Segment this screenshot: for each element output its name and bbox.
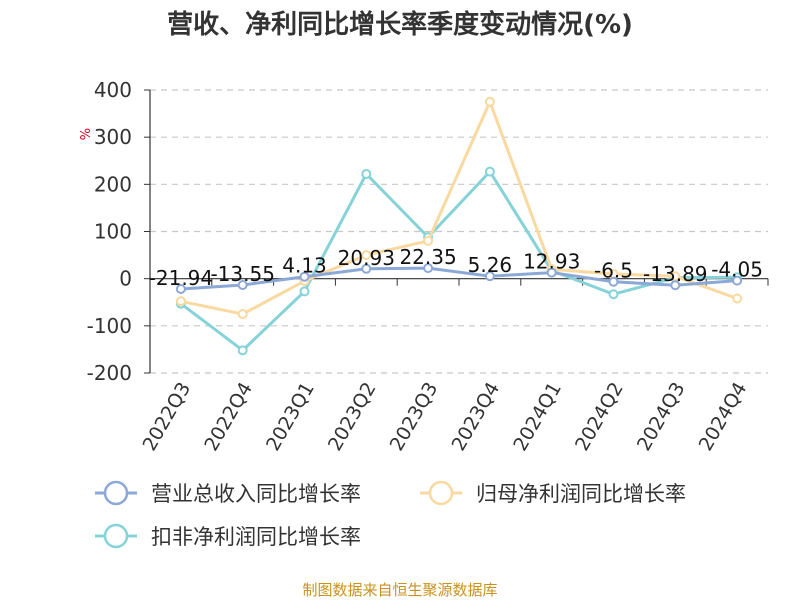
x-tick-label: 2023Q2 bbox=[324, 379, 381, 455]
data-point[interactable] bbox=[484, 271, 495, 282]
x-tick-label: 2024Q4 bbox=[695, 379, 752, 455]
data-point[interactable] bbox=[299, 286, 310, 297]
series-line bbox=[180, 266, 738, 291]
x-tick-label: 2023Q3 bbox=[386, 378, 443, 454]
data-label: 22.35 bbox=[399, 245, 456, 269]
x-tick-label: 2022Q4 bbox=[200, 379, 257, 455]
data-point[interactable] bbox=[423, 235, 434, 246]
legend-item[interactable]: 扣非净利润同比增长率 bbox=[95, 523, 361, 549]
data-label: -13.89 bbox=[643, 262, 707, 286]
data-point[interactable] bbox=[175, 284, 186, 295]
y-tick-label: 300 bbox=[94, 125, 132, 149]
x-tick-label: 2024Q3 bbox=[633, 379, 690, 455]
legend-item[interactable]: 归母净利润同比增长率 bbox=[420, 480, 686, 506]
data-point[interactable] bbox=[361, 263, 372, 274]
data-point[interactable] bbox=[299, 271, 310, 282]
data-point[interactable] bbox=[237, 309, 248, 320]
data-point[interactable] bbox=[608, 289, 619, 300]
gridlines bbox=[150, 89, 768, 374]
chart-title: 营收、净利同比增长率季度变动情况(%) bbox=[167, 9, 633, 40]
legend-marker bbox=[428, 480, 454, 506]
data-point[interactable] bbox=[608, 276, 619, 287]
x-tick-label: 2023Q4 bbox=[447, 379, 504, 455]
data-point[interactable] bbox=[484, 166, 495, 177]
data-point[interactable] bbox=[423, 263, 434, 274]
data-point[interactable] bbox=[546, 267, 557, 278]
legend-label: 营业总收入同比增长率 bbox=[151, 482, 361, 506]
y-axis: -200 -100 0 100 200 300 400 bbox=[87, 78, 151, 385]
legend-marker bbox=[103, 480, 129, 506]
data-point[interactable] bbox=[237, 345, 248, 356]
data-label: -21.94 bbox=[149, 266, 213, 290]
y-axis-unit: % bbox=[79, 128, 94, 140]
x-tick-label: 2022Q3 bbox=[138, 379, 195, 455]
data-label: -6.5 bbox=[594, 259, 633, 283]
data-point[interactable] bbox=[361, 250, 372, 261]
data-label: 5.26 bbox=[468, 253, 513, 277]
series-group bbox=[175, 96, 743, 356]
data-labels: -21.94-13.55 4.13 20.93 22.35 5.26 12.93 -6.5-… bbox=[149, 245, 763, 290]
x-tick-label: 2023Q1 bbox=[262, 379, 319, 455]
data-point[interactable] bbox=[361, 168, 372, 179]
source-footer: 制图数据来自恒生聚源数据库 bbox=[302, 581, 497, 599]
legend-item[interactable]: 营业总收入同比增长率 bbox=[95, 480, 361, 506]
data-label: 20.93 bbox=[338, 246, 395, 270]
data-point[interactable] bbox=[670, 280, 681, 291]
legend-label: 扣非净利润同比增长率 bbox=[151, 525, 361, 549]
x-tick-label: 2024Q2 bbox=[571, 379, 628, 455]
data-point[interactable] bbox=[175, 296, 186, 307]
data-point[interactable] bbox=[237, 280, 248, 291]
data-label: -13.55 bbox=[210, 262, 274, 286]
data-label: -4.05 bbox=[711, 258, 763, 282]
x-axis: 2022Q3 2022Q4 2023Q1 2023Q2 2023Q3 2023Q4 2024… bbox=[138, 278, 769, 455]
y-tick-label: 400 bbox=[94, 78, 132, 102]
data-label: 4.13 bbox=[282, 254, 327, 278]
y-tick-label: -100 bbox=[87, 314, 132, 338]
y-tick-label: 200 bbox=[94, 172, 132, 196]
legend-marker bbox=[103, 523, 129, 549]
data-label: 12.93 bbox=[523, 250, 580, 274]
series-line bbox=[179, 170, 738, 352]
data-point[interactable] bbox=[732, 293, 743, 304]
y-tick-label: 0 bbox=[119, 267, 132, 291]
x-tick-label: 2024Q1 bbox=[509, 379, 566, 455]
series-line bbox=[180, 100, 738, 316]
y-tick-label: -200 bbox=[87, 361, 132, 385]
legend-label: 归母净利润同比增长率 bbox=[476, 482, 686, 506]
y-tick-label: 100 bbox=[94, 220, 132, 244]
data-point[interactable] bbox=[484, 96, 495, 107]
data-point[interactable] bbox=[732, 275, 743, 286]
